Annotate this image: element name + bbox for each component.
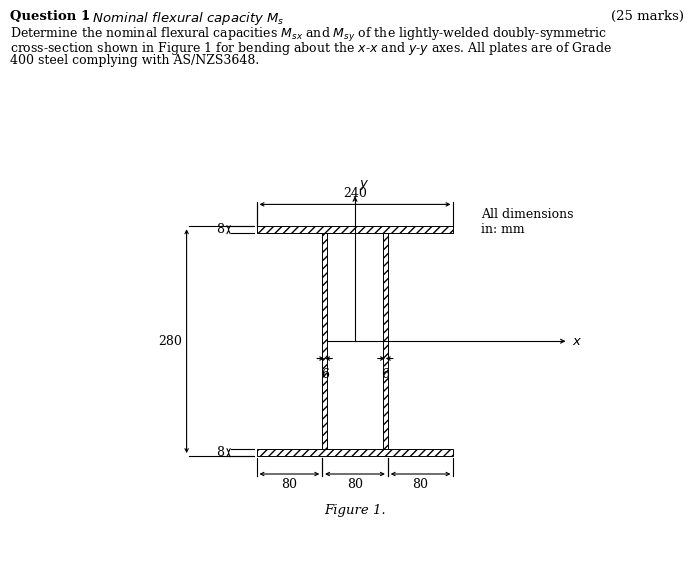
Text: $\endash$ $\it{Nominal\ flexural\ capacity}$ $\it{M_s}$: $\endash$ $\it{Nominal\ flexural\ capaci… (82, 10, 285, 27)
Text: cross-section shown in Figure 1 for bending about the $x$-$x$ and $y$-$y$ axes. : cross-section shown in Figure 1 for bend… (10, 40, 612, 57)
Text: All dimensions
in: mm: All dimensions in: mm (482, 208, 574, 235)
Text: Figure 1.: Figure 1. (324, 504, 386, 517)
Text: Question 1: Question 1 (10, 10, 90, 23)
Text: 80: 80 (413, 478, 429, 491)
Text: $x$: $x$ (573, 335, 583, 348)
Bar (257, 449, 453, 456)
Text: 80: 80 (347, 478, 363, 491)
Text: 8: 8 (217, 446, 225, 459)
Text: 8: 8 (217, 223, 225, 236)
Text: 80: 80 (281, 478, 298, 491)
Text: $y$: $y$ (359, 178, 369, 192)
Bar (383, 233, 388, 449)
Text: Determine the nominal flexural capacities $M_{sx}$ and $M_{sy}$ of the lightly-w: Determine the nominal flexural capacitie… (10, 26, 607, 44)
Text: (25 marks): (25 marks) (611, 10, 684, 23)
Bar (322, 233, 327, 449)
Text: 240: 240 (343, 187, 367, 200)
Text: 6: 6 (321, 367, 329, 380)
Text: 6: 6 (381, 367, 389, 380)
Text: 400 steel complying with AS/NZS3648.: 400 steel complying with AS/NZS3648. (10, 54, 260, 67)
Text: 280: 280 (158, 335, 182, 348)
Bar (257, 226, 453, 233)
